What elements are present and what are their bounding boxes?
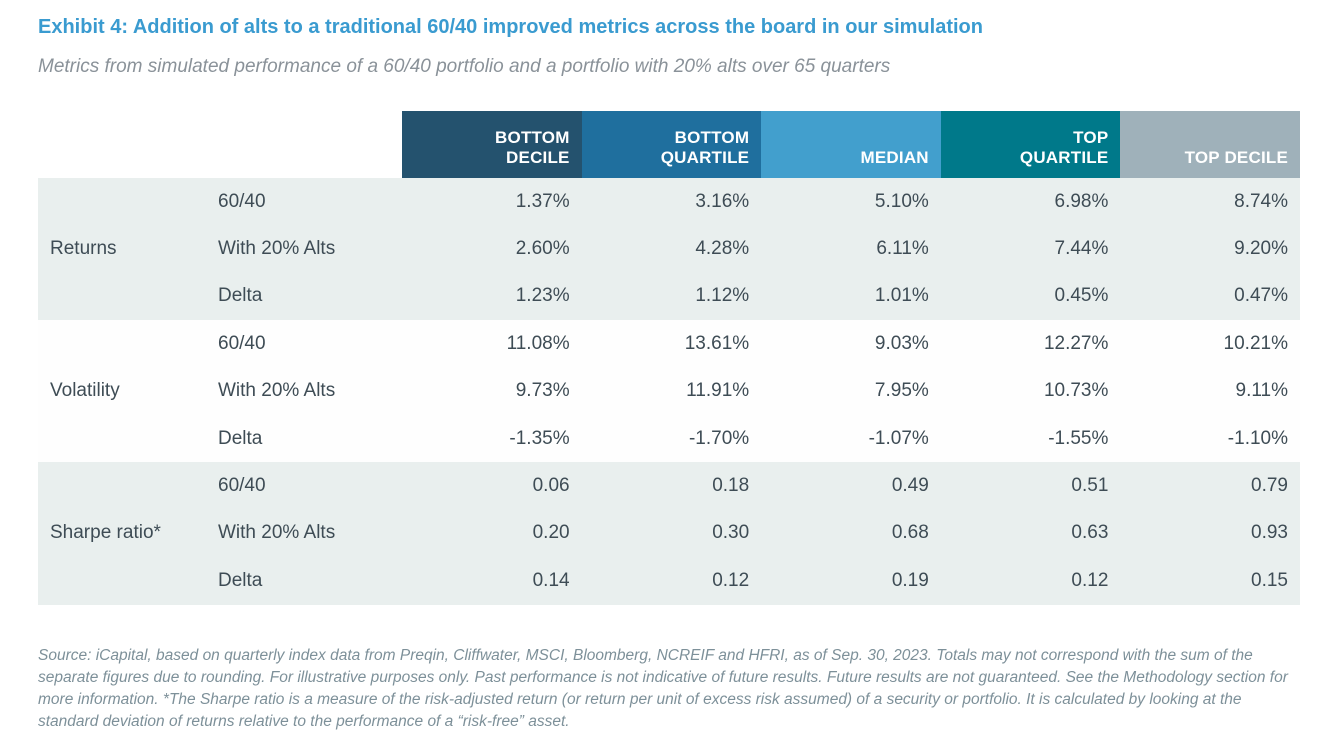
value-cell: 11.91% <box>686 380 750 402</box>
value-cell: 10.73% <box>1043 380 1109 402</box>
row-label: Delta <box>218 427 263 449</box>
value-cell: 7.95% <box>874 380 929 402</box>
section-sharpe-ratio: Sharpe ratio* 60/40 0.06 0.18 0.49 0.51 0.79 Wi… <box>38 462 1300 605</box>
value-cell: 9.03% <box>874 332 929 354</box>
value-cell: 0.12 <box>712 569 750 591</box>
section-label: Volatility <box>50 380 120 402</box>
value-cell: 6.11% <box>876 238 929 260</box>
metrics-table: BOTTOM DECILE BOTTOM QUARTILE MEDIAN TOP QU… <box>38 111 1300 605</box>
table-body: Returns 60/40 1.37% 3.16% 5.10% 6.98% 8.74% Wit… <box>38 178 1300 605</box>
value-cell: 0.47% <box>1234 285 1288 307</box>
value-cell: -1.10% <box>1227 427 1288 449</box>
value-cell: 2.60% <box>515 238 570 260</box>
value-cell: 0.45% <box>1054 285 1109 307</box>
value-cell: -1.55% <box>1048 427 1109 449</box>
value-cell: 4.28% <box>695 238 750 260</box>
column-header-median: MEDIAN <box>761 111 941 178</box>
row-label: With 20% Alts <box>218 380 336 402</box>
value-cell: 13.61% <box>684 332 750 354</box>
value-cell: -1.07% <box>868 427 929 449</box>
column-header-top-quartile: TOP QUARTILE <box>940 111 1121 178</box>
value-cell: 0.18 <box>712 475 750 497</box>
value-cell: 6.98% <box>1054 190 1109 212</box>
header-spacer <box>38 111 218 178</box>
source-footnote: Source: iCapital, based on quarterly ind… <box>38 646 1288 730</box>
row-label: With 20% Alts <box>218 522 336 544</box>
value-cell: 7.44% <box>1054 238 1109 260</box>
value-cell: 5.10% <box>874 190 929 212</box>
row-label: With 20% Alts <box>218 238 336 260</box>
row-label: 60/40 <box>218 190 266 212</box>
value-cell: 0.68 <box>891 522 929 544</box>
value-cell: 1.01% <box>874 285 929 307</box>
table-header-row: BOTTOM DECILE BOTTOM QUARTILE MEDIAN TOP QU… <box>38 111 1300 178</box>
value-cell: 11.08% <box>506 332 570 354</box>
exhibit-subtitle: Metrics from simulated performance of a … <box>38 56 891 77</box>
value-cell: 1.12% <box>695 285 750 307</box>
exhibit-title: Exhibit 4: Addition of alts to a traditi… <box>38 16 983 38</box>
value-cell: 1.37% <box>515 190 570 212</box>
header-spacer <box>218 111 402 178</box>
value-cell: 0.19 <box>891 569 929 591</box>
section-returns: Returns 60/40 1.37% 3.16% 5.10% 6.98% 8.74% Wit… <box>38 178 1300 321</box>
row-label: Delta <box>218 569 263 591</box>
column-header-top-decile: TOP DECILE <box>1120 111 1300 178</box>
section-label: Returns <box>50 238 117 260</box>
row-label: Delta <box>218 285 263 307</box>
value-cell: 0.14 <box>532 569 570 591</box>
value-cell: 0.93 <box>1251 522 1288 544</box>
section-volatility: Volatility 60/40 11.08% 13.61% 9.03% 12.27% 10… <box>38 320 1300 463</box>
value-cell: -1.35% <box>509 427 570 449</box>
section-label: Sharpe ratio* <box>50 522 161 544</box>
value-cell: 9.73% <box>515 380 570 402</box>
row-label: 60/40 <box>218 475 266 497</box>
value-cell: 0.20 <box>532 522 570 544</box>
row-label: 60/40 <box>218 332 266 354</box>
value-cell: 0.63 <box>1071 522 1109 544</box>
value-cell: 0.51 <box>1071 475 1109 497</box>
value-cell: 9.11% <box>1235 380 1288 402</box>
value-cell: 0.79 <box>1251 475 1288 497</box>
value-cell: 9.20% <box>1234 238 1288 260</box>
value-cell: 8.74% <box>1234 190 1288 212</box>
value-cell: 12.27% <box>1043 332 1109 354</box>
value-cell: 0.49 <box>891 475 929 497</box>
value-cell: 0.06 <box>532 475 570 497</box>
value-cell: 0.15 <box>1251 569 1288 591</box>
value-cell: 0.12 <box>1071 569 1109 591</box>
value-cell: 3.16% <box>695 190 750 212</box>
column-header-bottom-quartile: BOTTOM QUARTILE <box>581 111 762 178</box>
value-cell: 10.21% <box>1223 332 1288 354</box>
value-cell: 1.23% <box>515 285 570 307</box>
value-cell: 0.30 <box>712 522 750 544</box>
column-header-bottom-decile: BOTTOM DECILE <box>402 111 582 178</box>
value-cell: -1.70% <box>688 427 750 449</box>
